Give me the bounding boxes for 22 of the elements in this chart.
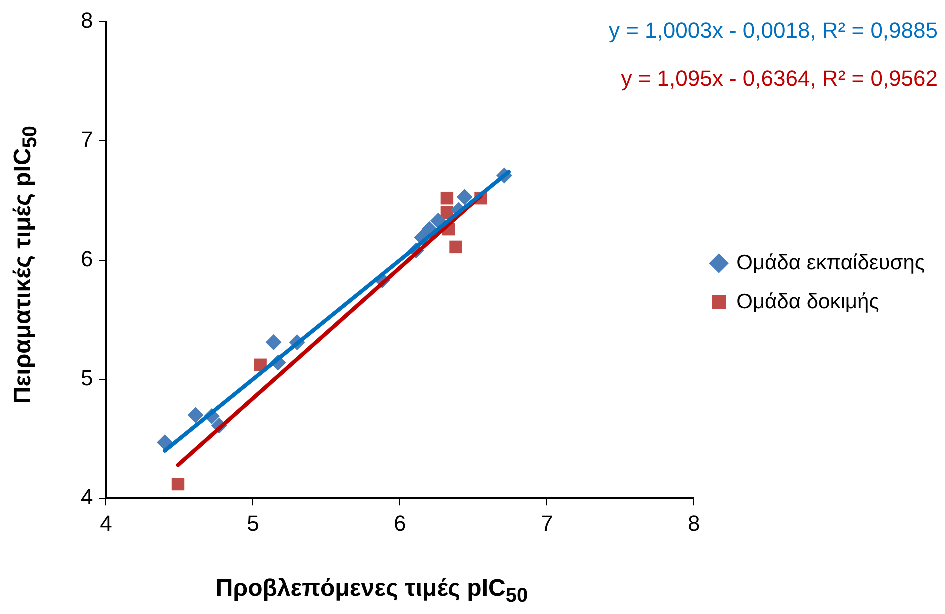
x-tick-label: 6 <box>394 510 406 536</box>
x-tick-label: 4 <box>100 510 112 536</box>
y-tick-label: 8 <box>80 8 94 34</box>
y-tick-label: 4 <box>80 484 94 510</box>
x-tick-label: 7 <box>541 510 554 536</box>
annotation: y = 1,095x - 0,6364, R² = 0,9562 <box>621 66 938 92</box>
point <box>456 189 473 206</box>
legend-label: Ομάδα εκπαίδευσης <box>736 251 926 274</box>
x-axis-title: Προβλεπόμενες τιμές pIC$_{50}$ <box>216 575 528 608</box>
y-tick-label: 5 <box>80 366 94 391</box>
point <box>430 212 446 229</box>
point <box>440 192 454 205</box>
x-tick-label: 5 <box>247 510 260 536</box>
annotation: y = 1,0003x - 0,0018, R² = 0,9885 <box>608 18 938 44</box>
point <box>188 407 204 424</box>
y-tick-label: 6 <box>80 246 94 272</box>
y-tick-label: 7 <box>80 127 94 152</box>
legend-label: Ομάδα δοκιμής <box>736 290 880 314</box>
x-tick-label: 8 <box>688 510 700 536</box>
point <box>172 478 185 491</box>
point <box>266 334 282 351</box>
point <box>450 240 462 254</box>
